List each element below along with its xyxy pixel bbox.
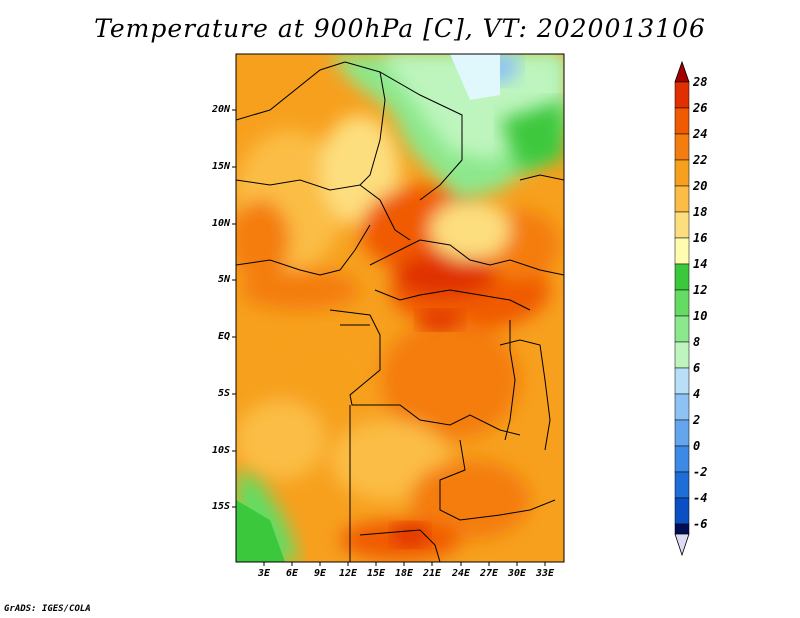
colorbar-label: -4 — [693, 491, 708, 505]
colorbar-segment — [674, 419, 690, 447]
lon-label: 3E — [257, 568, 271, 579]
lat-label: 20N — [211, 104, 230, 115]
lat-label: 5S — [217, 388, 230, 399]
lon-label: 24E — [451, 568, 471, 579]
lat-label: 15N — [211, 161, 230, 172]
colorbar — [674, 60, 690, 557]
colorbar-segment — [674, 393, 690, 421]
lat-label: 10N — [211, 218, 230, 229]
colorbar-segment — [674, 471, 690, 499]
lat-label: 10S — [211, 445, 230, 456]
lon-label: 15E — [366, 568, 386, 579]
colorbar-label: 12 — [693, 283, 708, 297]
colorbar-segment — [674, 185, 690, 213]
lon-label: 12E — [338, 568, 358, 579]
lon-label: 18E — [394, 568, 414, 579]
colorbar-label: 2 — [693, 413, 701, 427]
map-title: Temperature at 900hPa [C], VT: 202001310… — [94, 14, 706, 43]
colorbar-label: 6 — [693, 361, 701, 375]
colorbar-segment — [674, 289, 690, 317]
colorbar-segment — [674, 107, 690, 135]
colorbar-segment — [674, 263, 690, 291]
lon-label: 30E — [507, 568, 527, 579]
lon-label: 21E — [422, 568, 442, 579]
colorbar-label: 16 — [693, 231, 708, 245]
colorbar-segment — [674, 211, 690, 239]
temperature-field — [236, 54, 564, 562]
lon-label: 6E — [285, 568, 299, 579]
colorbar-segment — [674, 133, 690, 161]
axis-ticks — [232, 109, 546, 566]
colorbar-segment — [674, 367, 690, 395]
colorbar-label: 22 — [693, 153, 708, 167]
lat-label: 15S — [211, 501, 230, 512]
map-frame — [235, 53, 565, 563]
colorbar-label: 4 — [693, 387, 701, 401]
colorbar-label: 0 — [693, 439, 701, 453]
colorbar-label: 24 — [693, 127, 708, 141]
lon-label: 27E — [479, 568, 499, 579]
colorbar-segment — [674, 497, 690, 525]
country-borders — [236, 61, 564, 562]
colorbar-label: 26 — [693, 101, 708, 115]
colorbar-label: 20 — [693, 179, 708, 193]
colorbar-label: 28 — [693, 75, 708, 89]
colorbar-segment — [674, 523, 690, 535]
colorbar-label: -2 — [693, 465, 708, 479]
lat-label: 5N — [217, 274, 230, 285]
colorbar-segment — [674, 445, 690, 473]
colorbar-bottom-arrow — [674, 533, 690, 557]
colorbar-label: 8 — [693, 335, 701, 349]
lon-label: 9E — [313, 568, 327, 579]
colorbar-segment — [674, 315, 690, 343]
colorbar-segment — [674, 237, 690, 265]
colorbar-label: 14 — [693, 257, 708, 271]
colorbar-segment — [674, 159, 690, 187]
lon-label: 33E — [535, 568, 555, 579]
colorbar-top-arrow — [674, 60, 690, 83]
lat-label: EQ — [217, 331, 230, 342]
colorbar-label: -6 — [693, 517, 708, 531]
credit-text: GrADS: IGES/COLA — [4, 604, 91, 614]
colorbar-segment — [674, 81, 690, 109]
colorbar-segment — [674, 341, 690, 369]
colorbar-label: 10 — [693, 309, 708, 323]
colorbar-label: 18 — [693, 205, 708, 219]
